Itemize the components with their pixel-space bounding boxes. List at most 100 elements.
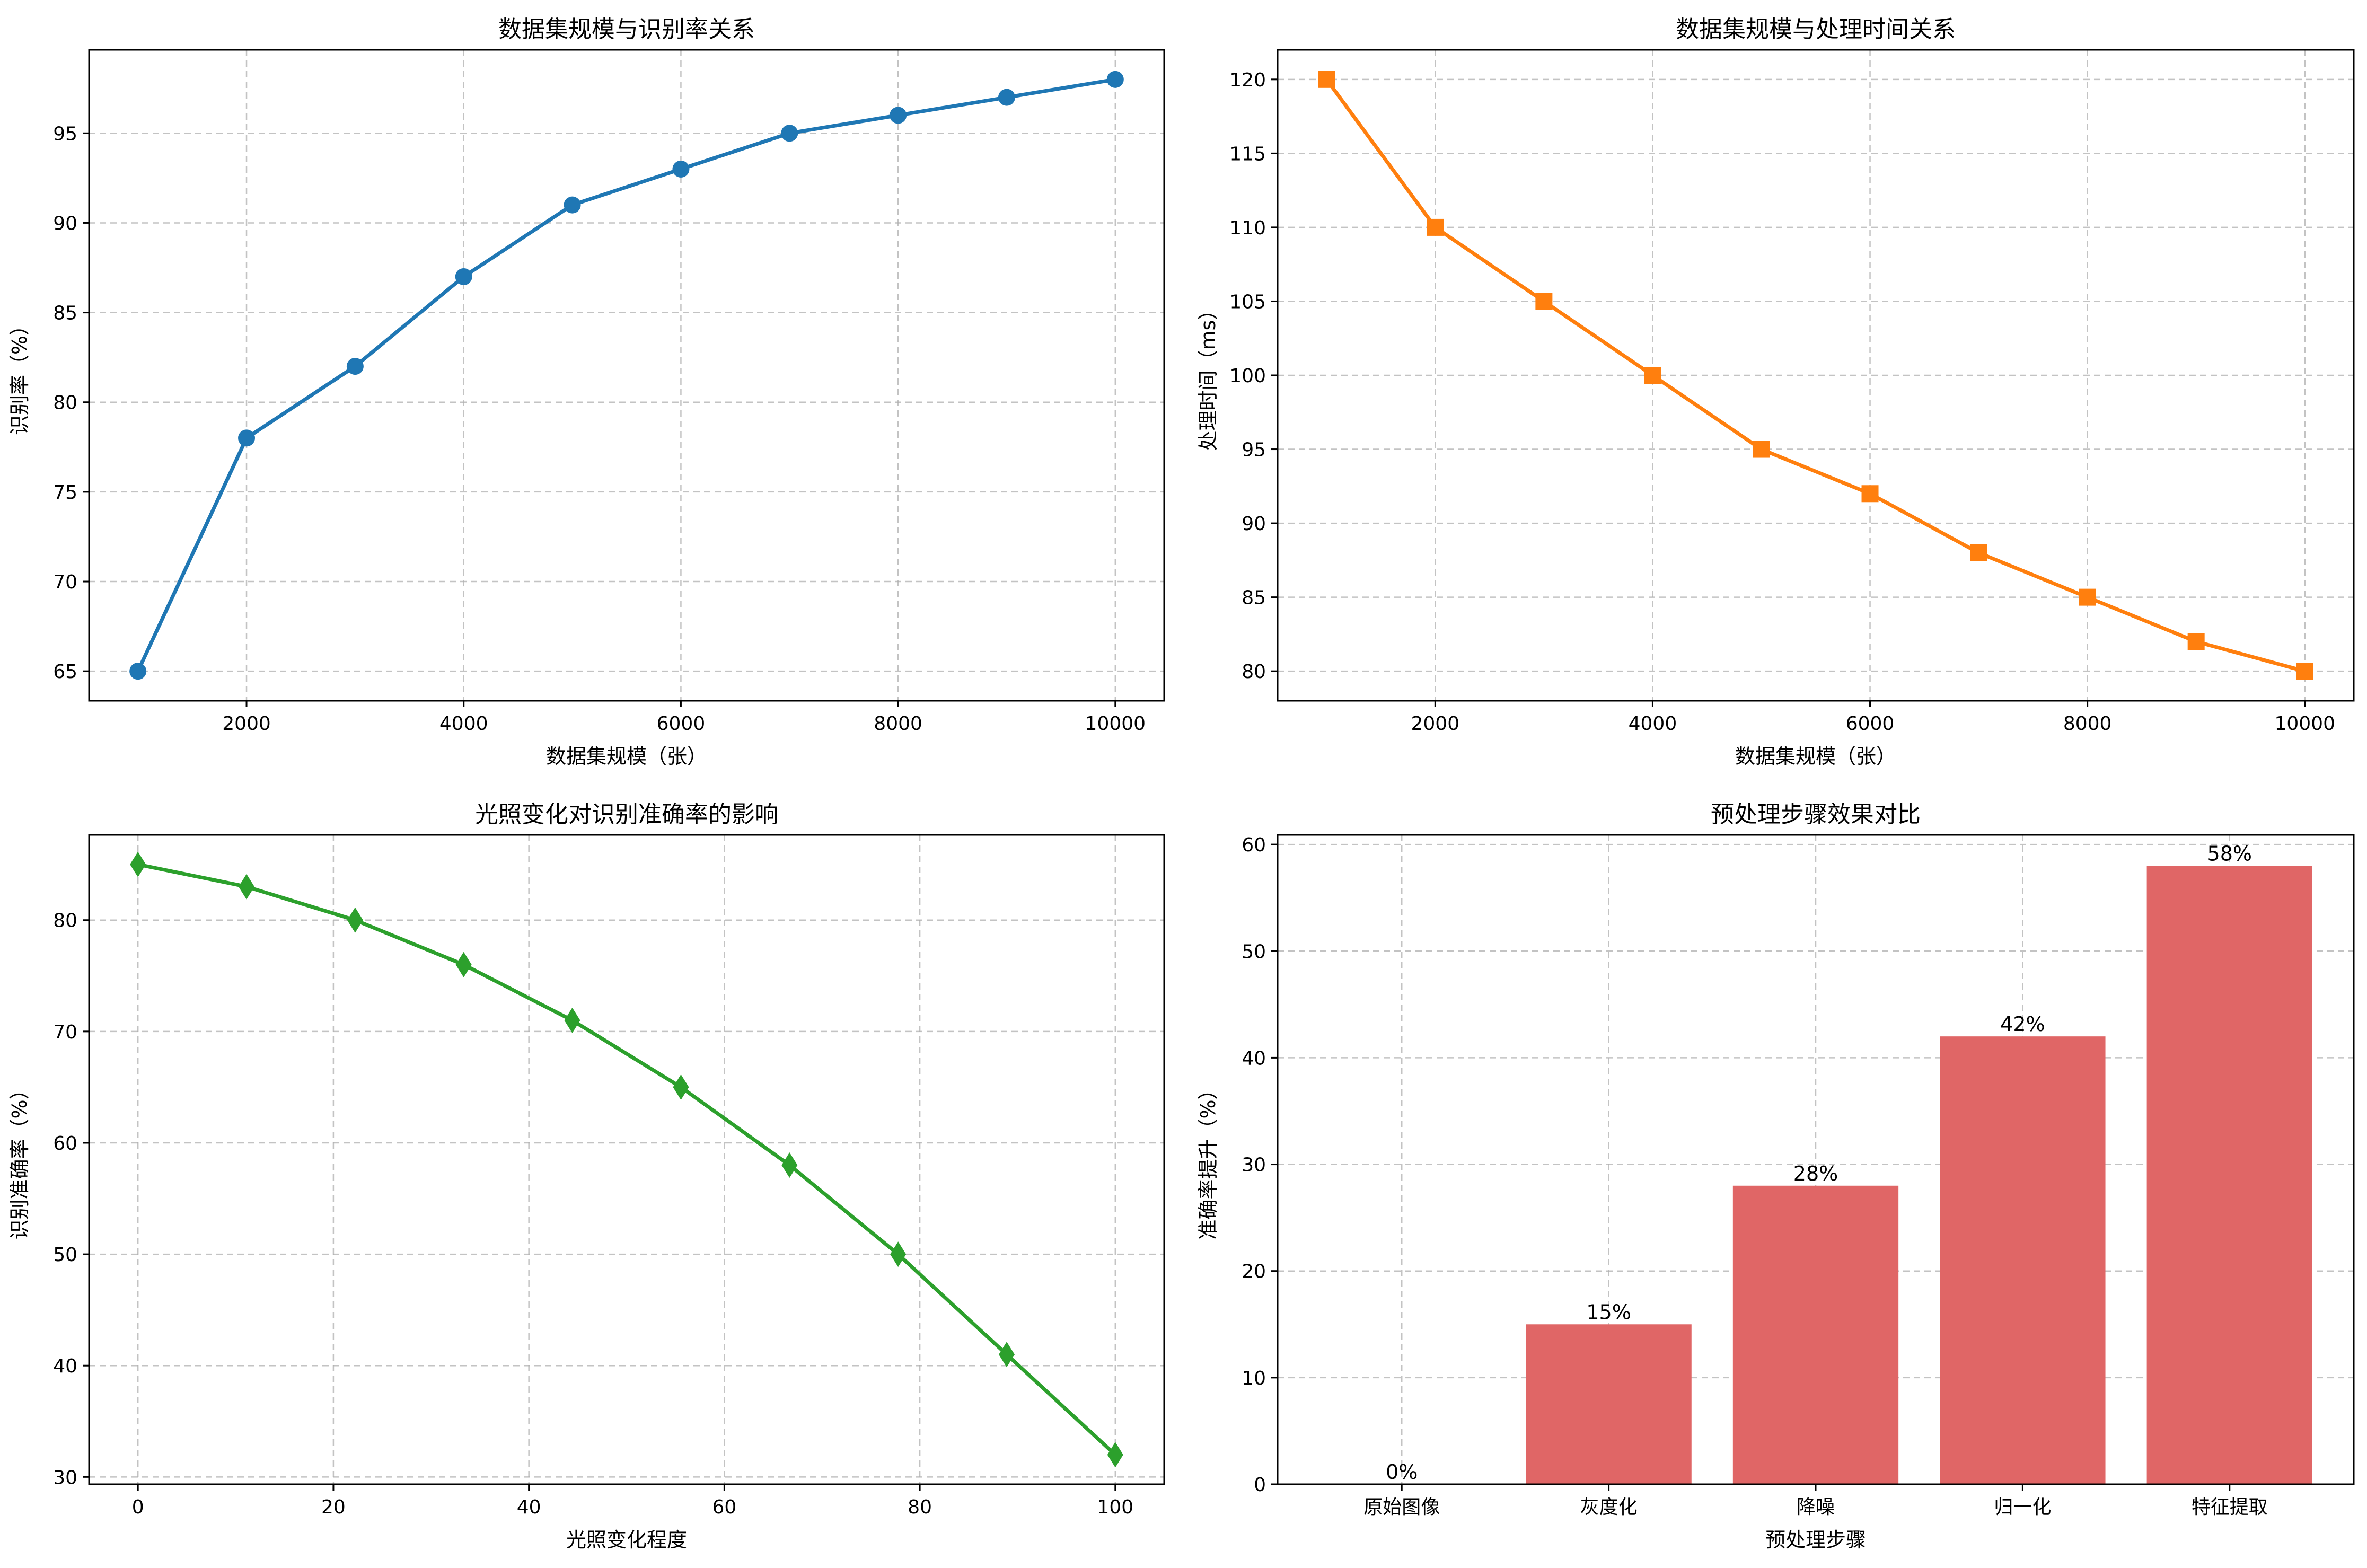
data-point [455,952,472,977]
y-tick-label: 60 [53,1133,77,1155]
y-tick-label: 40 [1242,1047,1266,1069]
y-tick-label: 95 [1242,439,1266,461]
y-tick-label: 90 [1242,513,1266,535]
data-point [564,1007,580,1033]
y-tick-label: 60 [1242,834,1266,856]
chart-panel-2: 2000 4000 6000 8000 10000 80 85 90 95 100 105 110 11… [1196,16,2355,768]
x-axis-label: 预处理步骤 [1765,1528,1866,1552]
data-point [998,1342,1015,1368]
y-axis-label: 识别率（%） [8,315,31,435]
data-point [890,1241,907,1267]
y-tick-label: 40 [53,1355,77,1377]
bar [1526,1324,1692,1484]
y-tick-label: 100 [1229,365,1266,387]
y-tick-label: 75 [53,482,77,504]
x-axis-label: 数据集规模（张） [1735,745,1896,768]
bar [1940,1036,2106,1484]
y-tick-label: 90 [53,213,77,234]
bar-value-label: 0% [1386,1460,1418,1484]
y-tick-label: 70 [53,571,77,593]
y-tick-label: 65 [53,661,77,683]
y-tick-label: 80 [53,392,77,414]
data-point [564,196,581,214]
x-tick-label: 归一化 [1994,1496,2051,1518]
data-point [2296,663,2313,680]
x-tick-label: 10000 [1085,713,1146,735]
bar-value-label: 42% [2000,1012,2045,1036]
x-tick-label: 60 [712,1496,736,1518]
data-point [2079,588,2096,606]
chart-panel-3: 0 20 40 60 80 100 30 40 50 60 70 80 光照变化对识别准确率的影响光照变… [8,801,1165,1552]
data-point [1427,218,1444,236]
x-tick-label: 降噪 [1797,1496,1835,1518]
y-tick-label: 115 [1229,143,1266,165]
data-point [1644,367,1661,384]
x-tick-label: 4000 [439,713,488,735]
data-point [1535,293,1553,310]
y-tick-label: 30 [1242,1155,1266,1176]
data-point [781,125,798,142]
data-point [2187,633,2205,650]
x-tick-label: 20 [321,1496,346,1518]
x-tick-label: 6000 [1846,713,1895,735]
data-point [130,851,146,877]
chart-panel-4: 0% 15% 28% 42% 58% 原始图像 灰度化 降噪 归一化 特征提取 0 10 20 30 40 5… [1196,801,2355,1552]
bar [2146,866,2312,1484]
data-point [998,89,1015,106]
y-tick-label: 10 [1242,1368,1266,1389]
data-point [1753,441,1770,458]
x-tick-label: 8000 [2063,713,2112,735]
y-tick-label: 110 [1229,217,1266,239]
data-point [890,107,907,124]
x-tick-label: 2000 [222,713,271,735]
bar-value-label: 15% [1586,1300,1631,1324]
x-tick-label: 4000 [1629,713,1677,735]
x-tick-label: 10000 [2274,713,2335,735]
data-point [673,1074,689,1100]
x-tick-label: 2000 [1411,713,1460,735]
data-point [455,268,472,285]
series-line [137,862,1117,1456]
data-point [239,874,255,900]
series-line [1325,78,2306,673]
series-line [136,77,1116,672]
data-point [347,907,363,933]
data-point [1106,71,1124,88]
data-point [1107,1442,1123,1468]
data-point [1861,485,1879,503]
chart-title: 预处理步骤效果对比 [1711,801,1921,828]
x-tick-label: 100 [1097,1496,1133,1518]
y-tick-label: 80 [53,910,77,932]
y-tick-label: 30 [53,1467,77,1488]
x-tick-label: 0 [132,1496,144,1518]
y-tick-label: 50 [1242,941,1266,963]
plot-frame [88,834,1165,1485]
x-tick-label: 40 [517,1496,541,1518]
data-point [1970,544,1987,561]
y-tick-label: 80 [1242,661,1266,683]
plot-frame [88,49,1165,702]
chart-title: 数据集规模与处理时间关系 [1676,16,1956,43]
x-axis-label: 数据集规模（张） [546,745,707,768]
y-axis-label: 识别准确率（%） [8,1079,31,1239]
y-tick-label: 95 [53,123,77,145]
y-axis-label: 处理时间（ms） [1196,300,1220,451]
chart-panel-1: 2000 4000 6000 8000 10000 65 70 75 80 85 90 95 数据集规模… [8,16,1165,768]
data-point [1318,71,1335,88]
x-tick-label: 特征提取 [2192,1496,2268,1518]
data-point [238,429,256,447]
chart-title: 光照变化对识别准确率的影响 [475,801,778,828]
y-axis-label: 准确率提升（%） [1196,1079,1220,1239]
x-tick-label: 8000 [874,713,922,735]
y-tick-label: 120 [1229,69,1266,91]
bar-value-label: 28% [1793,1162,1838,1185]
x-tick-label: 灰度化 [1580,1496,1638,1518]
y-tick-label: 0 [1254,1474,1266,1496]
y-tick-label: 50 [53,1244,77,1266]
x-tick-label: 80 [908,1496,932,1518]
data-point [781,1152,798,1178]
x-tick-label: 6000 [657,713,706,735]
data-point [129,663,147,680]
y-tick-label: 20 [1242,1261,1266,1283]
